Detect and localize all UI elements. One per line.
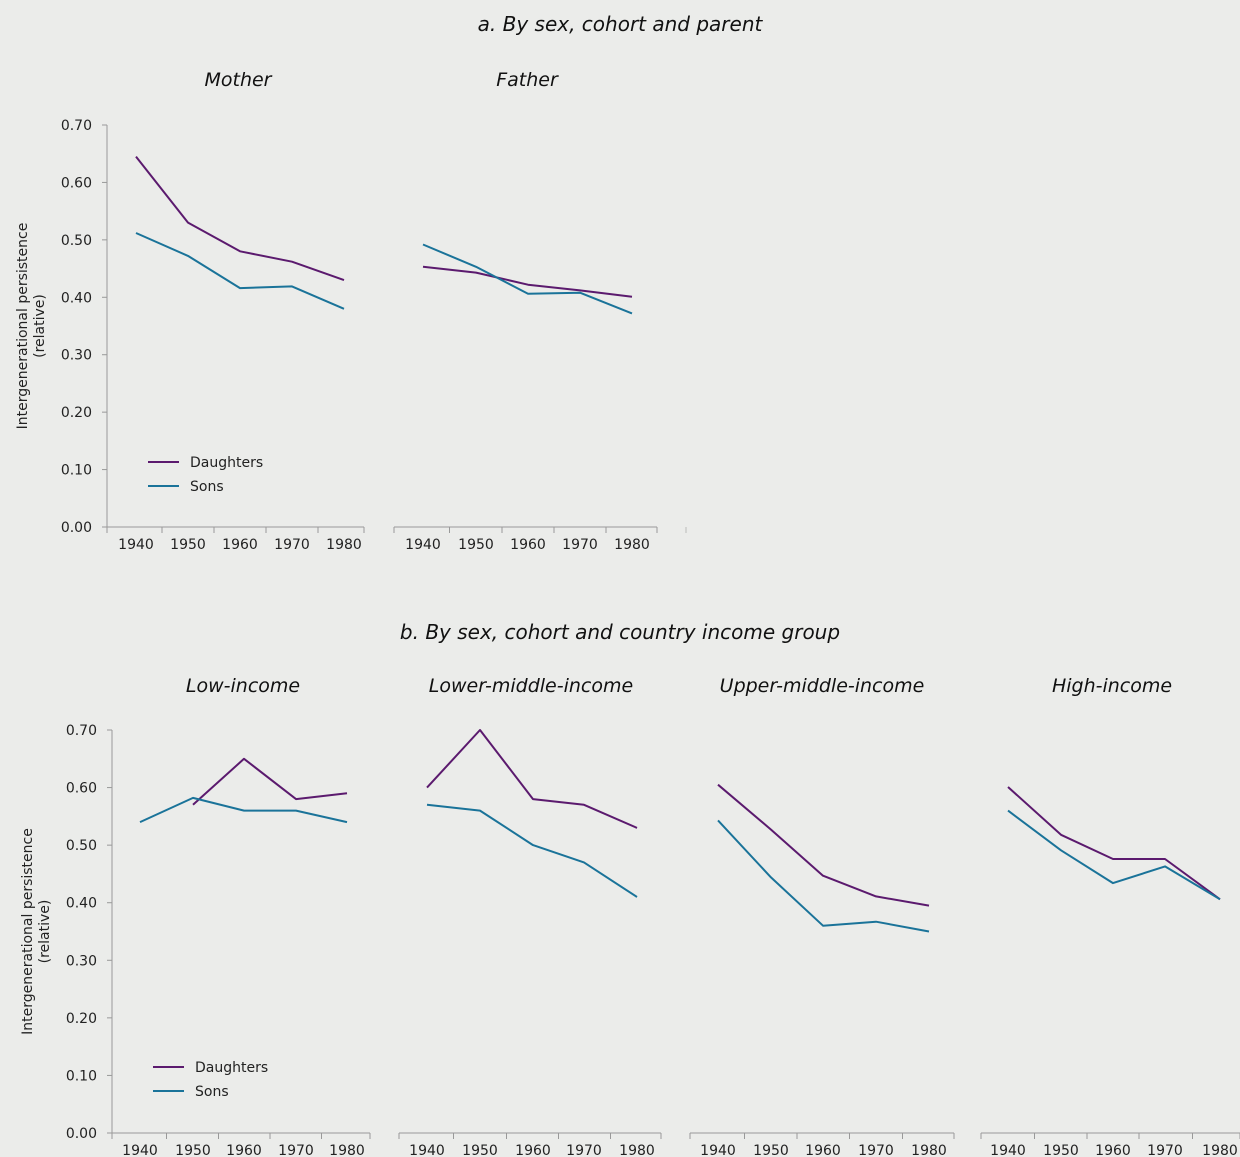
panel-title: Upper-middle-income <box>720 675 925 697</box>
x-tick-label: 1940 <box>700 1143 736 1157</box>
y-tick-label: 0.30 <box>66 953 97 969</box>
y-tick-label: 0.60 <box>66 781 97 797</box>
x-tick-label: 1970 <box>566 1143 602 1157</box>
x-tick-label: 1980 <box>326 537 362 553</box>
series-line-sons <box>426 803 638 898</box>
x-tick-label: 1950 <box>175 1143 211 1157</box>
panel-low-income: Low-income 1940 1950 1960 1970 1980 <box>111 675 371 1157</box>
x-tick-label: 1950 <box>458 537 494 553</box>
y-axis-label: Intergenerational persistence(relative) <box>20 828 53 1035</box>
panel-title: Father <box>496 69 559 91</box>
figure-a: a. By sex, cohort and parent Intergenerat… <box>15 12 764 553</box>
y-tick-label: 0.70 <box>66 723 97 739</box>
x-tick-label: 1980 <box>619 1143 655 1157</box>
x-tick-label: 1950 <box>753 1143 789 1157</box>
series-line-daughters <box>426 729 638 829</box>
series-line-sons <box>422 243 633 315</box>
y-tick-label: 0.40 <box>66 896 97 912</box>
y-tick-label: 0.50 <box>61 233 92 249</box>
y-tick-label: 0.70 <box>61 118 92 134</box>
y-tick-label: 0.30 <box>61 348 92 364</box>
y-tick-label: 0.10 <box>61 463 92 479</box>
x-tick-label: 1980 <box>1202 1143 1238 1157</box>
y-tick-label: 0.20 <box>66 1011 97 1027</box>
panel-high-income: High-income 1940 1950 1960 1970 1980 <box>980 675 1240 1157</box>
panel-title: Mother <box>204 69 272 91</box>
panel-title: Low-income <box>186 675 300 697</box>
series-line-daughters <box>192 757 348 806</box>
panel-lower-middle-income: Lower-middle-income 1940 1950 1960 1970 1980 <box>398 675 662 1157</box>
x-tick-label: 1980 <box>911 1143 947 1157</box>
x-tick-label: 1970 <box>274 537 310 553</box>
x-tick-label: 1960 <box>226 1143 262 1157</box>
y-tick-label: 0.50 <box>66 838 97 854</box>
x-tick-label: 1980 <box>329 1143 365 1157</box>
figure-b: b. By sex, cohort and country income gro… <box>20 620 1240 1157</box>
x-tick-label: 1940 <box>990 1143 1026 1157</box>
x-tick-label: 1970 <box>858 1143 894 1157</box>
y-tick-label: 0.60 <box>61 175 92 191</box>
panel-title: High-income <box>1052 675 1172 697</box>
series-line-sons <box>717 819 930 933</box>
series-line-sons <box>1007 809 1221 901</box>
figure-title: b. By sex, cohort and country income gro… <box>400 620 840 644</box>
legend: Daughters Sons <box>153 1060 268 1100</box>
x-tick-label: 1960 <box>805 1143 841 1157</box>
legend-label: Daughters <box>195 1060 268 1076</box>
x-tick-label: 1950 <box>1043 1143 1079 1157</box>
y-tick-label: 0.10 <box>66 1068 97 1084</box>
x-tick-label: 1940 <box>409 1143 445 1157</box>
x-tick-label: 1950 <box>170 537 206 553</box>
x-tick-label: 1940 <box>405 537 441 553</box>
x-tick-label: 1960 <box>510 537 546 553</box>
panel-father: Father 1940 1950 1960 1970 1980 <box>393 69 658 553</box>
x-tick-label: 1940 <box>118 537 154 553</box>
x-tick-label: 1980 <box>614 537 650 553</box>
x-tick-label: 1960 <box>222 537 258 553</box>
series-line-sons <box>135 232 345 310</box>
series-line-daughters <box>135 155 345 282</box>
panel-mother: Mother 1940 1950 1960 1970 1980 <box>106 69 365 553</box>
series-line-sons <box>139 796 348 824</box>
y-tick-label: 0.40 <box>61 290 92 306</box>
x-tick-label: 1970 <box>1147 1143 1183 1157</box>
legend-label: Sons <box>190 479 224 495</box>
series-line-daughters <box>1007 786 1221 901</box>
legend-label: Daughters <box>190 455 263 471</box>
y-tick-label: 0.00 <box>66 1126 97 1142</box>
figure-title: a. By sex, cohort and parent <box>478 12 764 36</box>
x-tick-label: 1940 <box>122 1143 158 1157</box>
x-tick-label: 1970 <box>562 537 598 553</box>
legend: Daughters Sons <box>148 455 263 495</box>
y-tick-label: 0.20 <box>61 405 92 421</box>
series-line-daughters <box>717 783 930 907</box>
x-tick-label: 1960 <box>515 1143 551 1157</box>
x-tick-label: 1950 <box>462 1143 498 1157</box>
panel-title: Lower-middle-income <box>429 675 633 697</box>
y-tick-label: 0.00 <box>61 520 92 536</box>
x-tick-label: 1960 <box>1095 1143 1131 1157</box>
series-line-daughters <box>422 265 633 298</box>
x-tick-label: 1970 <box>278 1143 314 1157</box>
y-axis-label: Intergenerational persistence(relative) <box>15 223 48 430</box>
legend-label: Sons <box>195 1084 229 1100</box>
panel-upper-middle-income: Upper-middle-income 1940 1950 1960 1970 1980 <box>689 675 955 1157</box>
